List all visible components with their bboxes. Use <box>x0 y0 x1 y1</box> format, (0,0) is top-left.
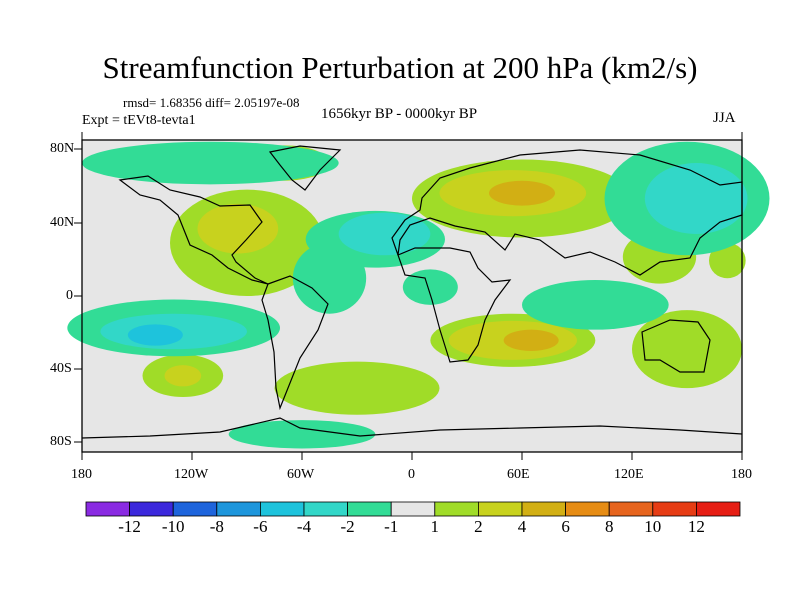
map-field-layer <box>67 140 770 452</box>
field-contour-19 <box>338 212 431 256</box>
colorbar-box-1 <box>129 501 174 517</box>
colorbar-box-9 <box>477 501 523 517</box>
colorbar-label-8: 2 <box>474 517 483 536</box>
coastline-south-america <box>261 275 329 411</box>
colorbar-box-4 <box>259 501 305 517</box>
field-contour-17 <box>127 324 183 346</box>
colorbar-label-10: 6 <box>561 517 570 536</box>
colorbar-label-4: -4 <box>296 517 312 536</box>
coastline-greenland <box>268 145 342 191</box>
map-ticks <box>74 132 743 460</box>
field-contour-20 <box>292 242 367 314</box>
field-contour-23 <box>82 141 339 185</box>
lon-label-60e: 60E <box>507 467 530 482</box>
lat-label-80n: 80N <box>50 141 75 156</box>
lon-label-120w: 120W <box>174 467 209 482</box>
coastline-north-america <box>118 175 269 285</box>
coastline-africa <box>397 247 512 363</box>
field-contour-10 <box>164 365 202 387</box>
colorbar-box-7 <box>390 501 436 517</box>
lon-label-0: 0 <box>408 467 415 482</box>
stats-label: rmsd= 1.68356 diff= 2.05197e-08 <box>123 95 300 110</box>
colorbar-box-12 <box>608 501 654 517</box>
colorbar-label-13: 12 <box>687 517 705 536</box>
colorbar-label-6: -1 <box>384 517 399 536</box>
lon-label-60w: 60W <box>287 467 315 482</box>
lat-label-0: 0 <box>66 288 73 303</box>
lat-label-40s: 40S <box>50 361 72 376</box>
colorbar-label-0: -12 <box>118 517 141 536</box>
field-contour-7 <box>503 329 559 351</box>
experiment-label: Expt = tEVt8-tevta1 <box>82 113 196 128</box>
colorbar-label-12: 10 <box>644 517 662 536</box>
colorbar-box-5 <box>303 501 348 517</box>
field-contour-25 <box>228 420 376 449</box>
coastline-eurasia <box>391 149 743 276</box>
lon-label-180w: 180 <box>71 467 92 482</box>
field-contour-26 <box>402 269 458 305</box>
plot-title: Streamfunction Perturbation at 200 hPa (… <box>102 50 698 85</box>
period-label: 1656kyr BP - 0000kyr BP <box>321 106 478 122</box>
lon-label-120e: 120E <box>614 467 644 482</box>
field-contour-4 <box>489 180 555 206</box>
field-contour-8 <box>274 361 440 415</box>
coastlines <box>81 145 743 439</box>
coastline-antarctica <box>81 417 743 439</box>
colorbar-label-11: 8 <box>604 517 614 536</box>
colorbar-box-14 <box>696 501 741 517</box>
colorbar-boxes <box>85 501 741 517</box>
colorbar-box-13 <box>652 501 697 517</box>
field-contour-11 <box>632 310 742 389</box>
colorbar-label-2: -8 <box>209 517 224 536</box>
lat-label-80s: 80S <box>50 434 72 449</box>
colorbar-box-8 <box>434 501 479 517</box>
field-contour-13 <box>709 242 746 279</box>
field-contour-24 <box>522 280 669 330</box>
colorbar-box-2 <box>172 501 218 517</box>
lon-label-180e: 180 <box>731 467 752 482</box>
colorbar-label-5: -2 <box>340 517 355 536</box>
colorbar-label-7: 1 <box>430 517 440 536</box>
colorbar-box-11 <box>565 501 610 517</box>
coastline-australia <box>641 319 711 373</box>
season-label: JJA <box>713 110 736 126</box>
colorbar-label-3: -6 <box>253 517 268 536</box>
colorbar-box-10 <box>521 501 566 517</box>
lat-label-40n: 40N <box>50 215 75 230</box>
colorbar-label-1: -10 <box>161 517 185 536</box>
colorbar-box-3 <box>216 501 261 517</box>
colorbar-box-6 <box>347 501 392 517</box>
colorbar-box-0 <box>85 501 130 517</box>
colorbar-label-9: 4 <box>517 517 527 536</box>
field-contour-22 <box>644 163 748 234</box>
